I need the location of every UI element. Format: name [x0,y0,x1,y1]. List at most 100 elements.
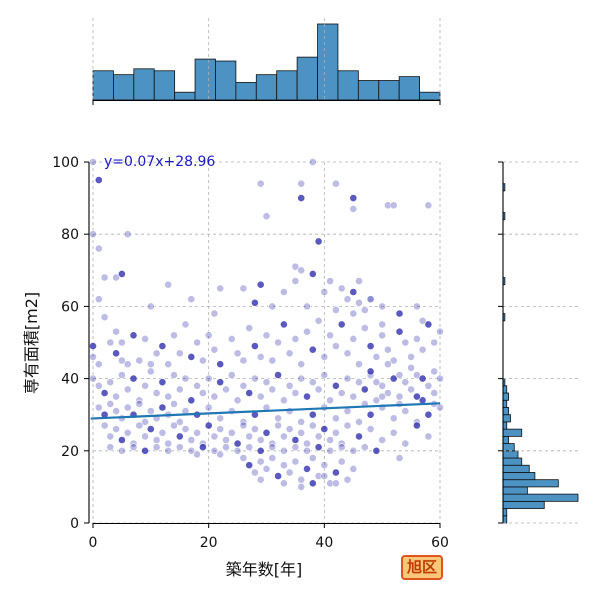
scatter-point [89,374,97,383]
scatter-point [331,479,340,488]
scatter-point [343,349,352,358]
scatter-point [198,389,207,397]
scatter-point [383,201,392,210]
x-tick-label: 0 [89,535,98,551]
scatter-point [175,432,184,441]
y-hist-bar [502,435,510,444]
scatter-point [291,334,300,343]
scatter-point [256,446,265,455]
scatter-point [412,392,421,401]
scatter-point [337,320,346,329]
scatter-point [297,194,306,202]
y-hist-bar [502,414,511,423]
y-hist-bar [502,392,510,401]
scatter-point [418,316,427,325]
scatter-point [291,457,300,466]
scatter-point [118,446,126,455]
scatter-point [285,349,294,358]
scatter-point [89,352,97,361]
scatter-point [187,396,196,405]
scatter-point [146,407,155,415]
scatter-point [360,385,369,394]
scatter-point [331,381,340,390]
scatter-point [303,327,311,336]
scatter-point [303,392,311,401]
scatter-point [366,425,375,433]
scatter-point [94,381,103,390]
y-hist-bar [502,486,528,495]
scatter-point [123,428,132,437]
scatter-point [297,360,306,369]
scatter-point [383,360,392,369]
scatter-point [349,334,358,343]
scatter-point [308,269,317,278]
scatter-point [227,428,236,437]
scatter-point [89,230,97,239]
y-hist-bar [502,385,508,394]
scatter-point [146,367,155,376]
scatter-point [106,399,115,408]
scatter-point [349,446,358,455]
scatter-point [262,212,271,221]
scatter-point [343,421,352,430]
scatter-point [158,428,167,437]
scatter-point [337,389,346,397]
scatter-point [262,331,271,340]
scatter-point [250,342,259,350]
scatter-point [355,417,363,426]
scatter-point [146,425,155,433]
x-hist-bar [276,70,298,101]
scatter-point [233,446,242,455]
scatter-point [378,392,387,401]
scatter-point [360,324,369,332]
scatter-point [424,410,433,419]
scatter-point [320,472,329,480]
scatter-point [245,443,254,452]
scatter-point [314,237,323,246]
scatter-point [181,425,190,433]
scatter-point [343,374,352,383]
scatter-point [129,331,138,340]
scatter-point [424,381,433,390]
scatter-point [285,425,294,433]
scatter-point [268,443,277,452]
scatter-point [100,273,109,282]
scatter-point [222,443,230,452]
y-hist-bar [502,479,559,488]
scatter-point [112,407,120,415]
scatter-point [210,432,219,441]
scatter-point [412,421,421,430]
scatter-point [360,306,369,314]
scatter-point [256,475,265,484]
scatter-point [274,338,282,347]
scatter-point [141,446,149,455]
scatter-point [164,360,173,369]
scatter-point [430,389,439,397]
scatter-point [343,295,352,304]
scatter-point [216,414,225,423]
x-hist-bar [235,82,257,101]
scatter-point [407,363,415,372]
scatter-point [366,342,375,350]
scatter-point [245,432,254,441]
scatter-point [320,288,329,296]
scatter-point [227,371,236,379]
scatter-point [222,385,230,394]
scatter-point [314,443,323,452]
scatter-point [291,443,300,452]
scatter-point [308,454,317,462]
scatter-point [227,334,236,343]
y-hist-bar [502,493,579,502]
y-axis-label: 専有面積[m2] [22,292,41,394]
scatter-point [250,425,259,433]
scatter-point [331,306,340,314]
scatter-point [331,414,340,423]
scatter-point [118,338,126,347]
scatter-point [331,468,340,477]
scatter-point [349,194,358,202]
scatter-point [187,446,196,455]
scatter-point [331,428,340,437]
y-hist-bar [502,407,510,416]
y-tick-label: 40 [61,372,79,388]
scatter-point [106,378,115,387]
